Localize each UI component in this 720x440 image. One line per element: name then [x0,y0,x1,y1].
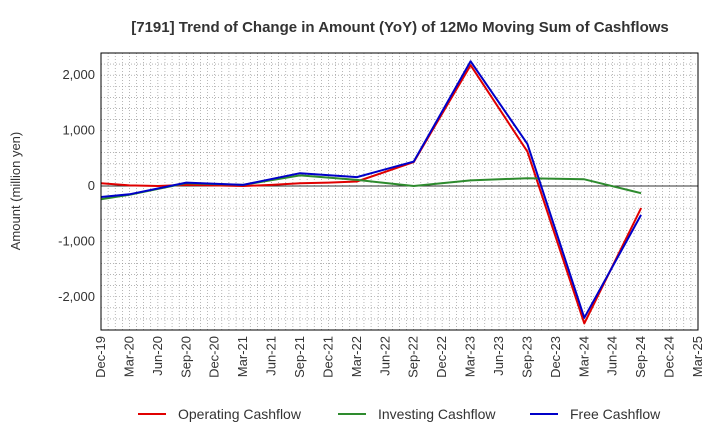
y-tick-label: 0 [88,178,95,193]
x-tick-label: Sep-20 [178,336,193,378]
x-tick-label: Jun-22 [377,336,392,376]
x-tick-label: Mar-23 [463,336,478,377]
legend-label-operating-cashflow: Operating Cashflow [178,406,302,422]
x-tick-label: Mar-20 [121,336,136,377]
x-tick-label: Jun-20 [150,336,165,376]
legend-label-investing-cashflow: Investing Cashflow [378,406,496,422]
y-tick-label: -1,000 [58,233,95,248]
x-tick-label: Sep-22 [406,336,421,378]
legend-label-free-cashflow: Free Cashflow [570,406,661,422]
y-tick-label: 1,000 [62,123,95,138]
x-tick-label: Jun-24 [605,336,620,376]
x-tick-label: Mar-24 [576,336,591,377]
gridlines [100,53,698,330]
y-tick-labels: -2,000 -1,000 0 1,000 2,000 [58,67,95,304]
x-tick-label: Dec-24 [662,336,677,378]
x-tick-label: Jun-21 [264,336,279,376]
chart-title: [7191] Trend of Change in Amount (YoY) o… [131,19,669,36]
series-lines [100,60,642,325]
x-tick-label: Mar-21 [235,336,250,377]
y-tick-label: -2,000 [58,289,95,304]
x-tick-label: Dec-20 [207,336,222,378]
x-tick-label: Dec-23 [548,336,563,378]
x-tick-label: Sep-23 [519,336,534,378]
legend: Operating Cashflow Investing Cashflow Free… [138,406,661,422]
x-tick-label: Jun-23 [491,336,506,376]
x-tick-label: Dec-21 [320,336,335,378]
series-line-investing-cashflow [100,174,642,201]
x-tick-labels: Dec-19 Mar-20 Jun-20 Sep-20 Dec-20 Mar-21 Jun-… [93,336,705,378]
plot-area-frame [100,52,699,331]
x-tick-label: Dec-22 [434,336,449,378]
x-tick-label: Sep-24 [633,336,648,378]
x-tick-label: Mar-25 [690,336,705,377]
series-line-free-cashflow [100,60,642,319]
x-tick-label: Sep-21 [292,336,307,378]
y-axis-label: Amount (million yen) [8,132,23,251]
x-tick-label: Dec-19 [93,336,108,378]
y-tick-label: 2,000 [62,67,95,82]
x-tick-label: Mar-22 [349,336,364,377]
